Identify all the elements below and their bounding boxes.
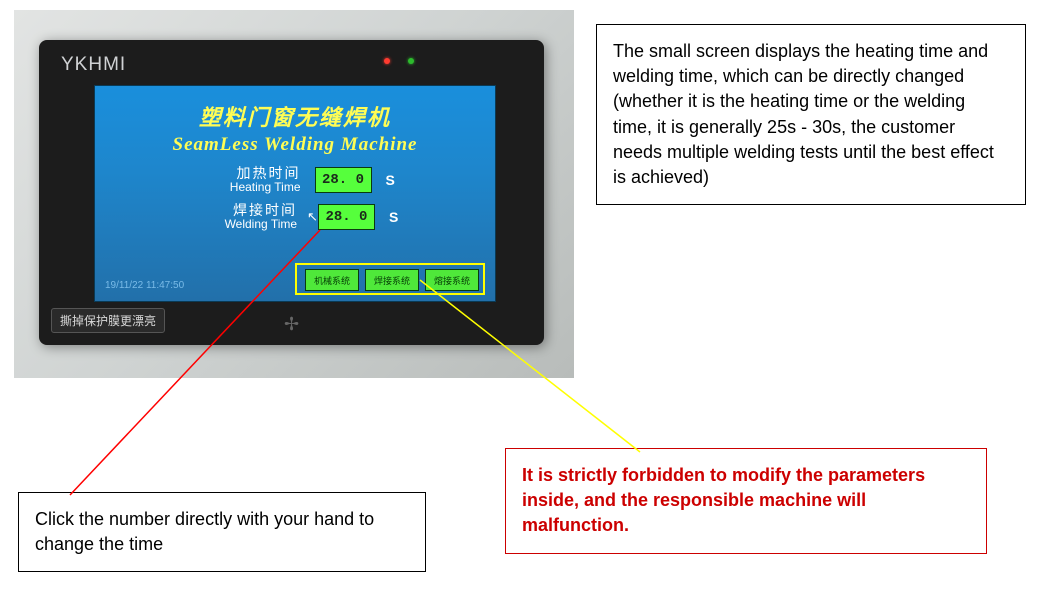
brand-label: YKHMI (61, 54, 126, 76)
nav-cross-icon: ✢ (284, 314, 299, 335)
warning-box: It is strictly forbidden to modify the p… (505, 448, 987, 554)
heating-label-cn: 加热时间 (191, 166, 301, 181)
led-green-icon (408, 58, 414, 64)
machine-panel: YKHMI 塑料门窗无缝焊机 SeamLess Welding Machine … (14, 10, 574, 378)
screen-title-cn: 塑料门窗无缝焊机 (95, 100, 495, 132)
instruction-text: Click the number directly with your hand… (35, 509, 374, 554)
heating-unit: S (386, 172, 400, 188)
screen-title-en: SeamLess Welding Machine (95, 134, 495, 156)
cursor-icon: ↖ (307, 209, 318, 225)
system-button-1[interactable]: 机械系统 (305, 269, 359, 291)
hmi-screen: 塑料门窗无缝焊机 SeamLess Welding Machine 加热时间 H… (94, 85, 496, 302)
system-button-2[interactable]: 焊接系统 (365, 269, 419, 291)
welding-unit: S (389, 209, 403, 225)
status-leds (384, 58, 414, 64)
heating-time-value[interactable]: 28. 0 (315, 167, 372, 193)
heating-label-en: Heating Time (191, 181, 301, 194)
param-row-welding: 焊接时间 Welding Time ↖ 28. 0 S (95, 203, 495, 232)
instruction-box: Click the number directly with your hand… (18, 492, 426, 572)
bottom-button-group: 机械系统 焊接系统 熔接系统 (305, 269, 479, 291)
heating-label: 加热时间 Heating Time (191, 166, 301, 195)
welding-time-value[interactable]: 28. 0 (318, 204, 375, 230)
hmi-bezel: YKHMI 塑料门窗无缝焊机 SeamLess Welding Machine … (39, 40, 544, 345)
param-row-heating: 加热时间 Heating Time 28. 0 S (95, 166, 495, 195)
description-text: The small screen displays the heating ti… (613, 41, 994, 187)
system-button-3[interactable]: 熔接系统 (425, 269, 479, 291)
welding-label-en: Welding Time (187, 218, 297, 231)
description-box: The small screen displays the heating ti… (596, 24, 1026, 205)
welding-label-cn: 焊接时间 (187, 203, 297, 218)
led-red-icon (384, 58, 390, 64)
protective-film-sticker: 撕掉保护膜更漂亮 (51, 308, 165, 333)
welding-label: 焊接时间 Welding Time (187, 203, 297, 232)
warning-text: It is strictly forbidden to modify the p… (522, 465, 925, 535)
screen-timestamp: 19/11/22 11:47:50 (105, 280, 184, 291)
